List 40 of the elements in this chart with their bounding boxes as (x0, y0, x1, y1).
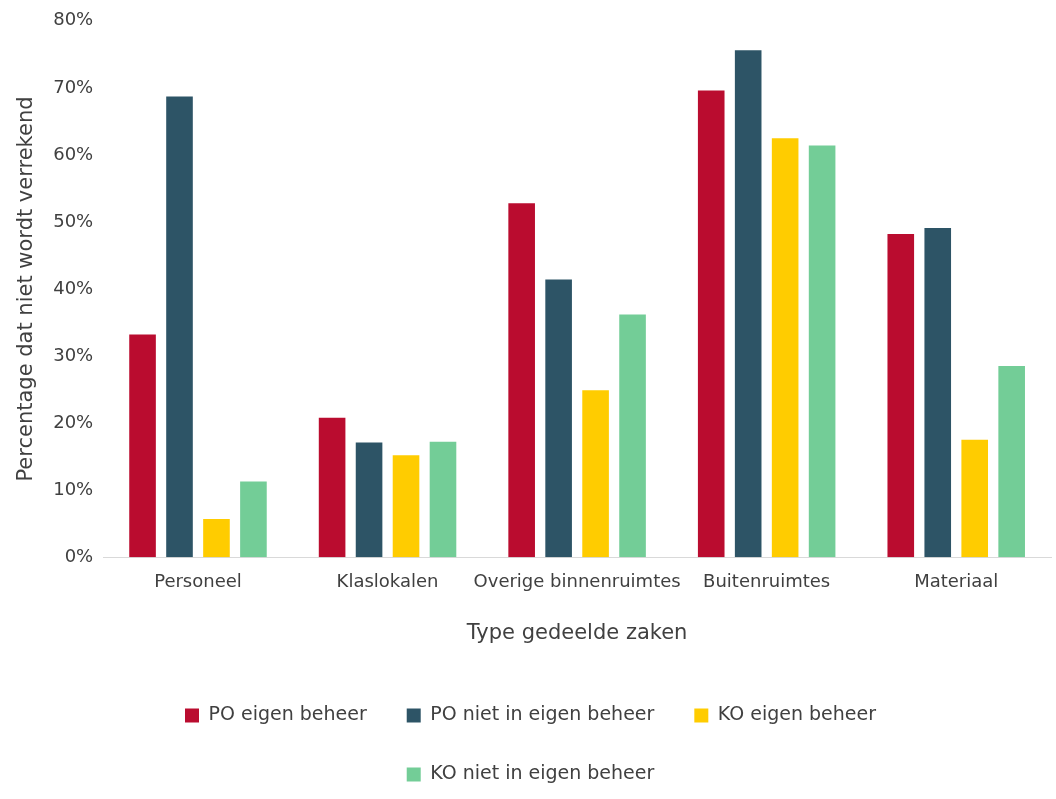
y-tick-label: 10% (53, 477, 94, 499)
bar (619, 314, 646, 558)
x-tick-label: Materiaal (914, 569, 999, 591)
legend-label: PO eigen beheer (208, 702, 367, 725)
y-tick-label: 0% (64, 544, 94, 566)
bar (355, 442, 383, 558)
y-axis-title: Percentage dat niet wordt verrekend (13, 96, 38, 482)
x-axis-title: Type gedeelde zaken (465, 619, 688, 644)
bar (887, 234, 915, 558)
x-tick-label: Personeel (154, 569, 242, 591)
y-tick-label: 40% (53, 276, 94, 298)
y-tick-label: 60% (53, 142, 94, 164)
y-tick-label: 50% (53, 209, 94, 231)
y-tick-label: 80% (53, 8, 94, 30)
legend-label: KO eigen beheer (717, 702, 877, 725)
bar (998, 366, 1025, 558)
bar (129, 334, 156, 558)
bar (318, 417, 346, 558)
bar (508, 203, 535, 558)
bar (166, 96, 193, 558)
bar (734, 50, 762, 558)
x-tick-label: Overige binnenruimtes (473, 569, 681, 591)
bar (545, 279, 572, 558)
bar (771, 138, 799, 558)
bar (203, 518, 230, 558)
legend-label: KO niet in eigen beheer (430, 761, 655, 784)
y-tick-label: 30% (53, 343, 94, 365)
bar (240, 481, 267, 558)
bar (392, 455, 420, 558)
y-tick-label: 70% (53, 75, 94, 97)
bar (697, 90, 725, 558)
bar (808, 145, 836, 558)
y-tick-label: 20% (53, 410, 94, 432)
bar (582, 390, 609, 558)
legend-label: PO niet in eigen beheer (430, 702, 655, 725)
x-tick-label: Klaslokalen (336, 569, 439, 591)
bar (924, 227, 952, 558)
x-tick-label: Buitenruimtes (703, 569, 831, 591)
bar (961, 439, 989, 558)
bar (429, 441, 457, 558)
